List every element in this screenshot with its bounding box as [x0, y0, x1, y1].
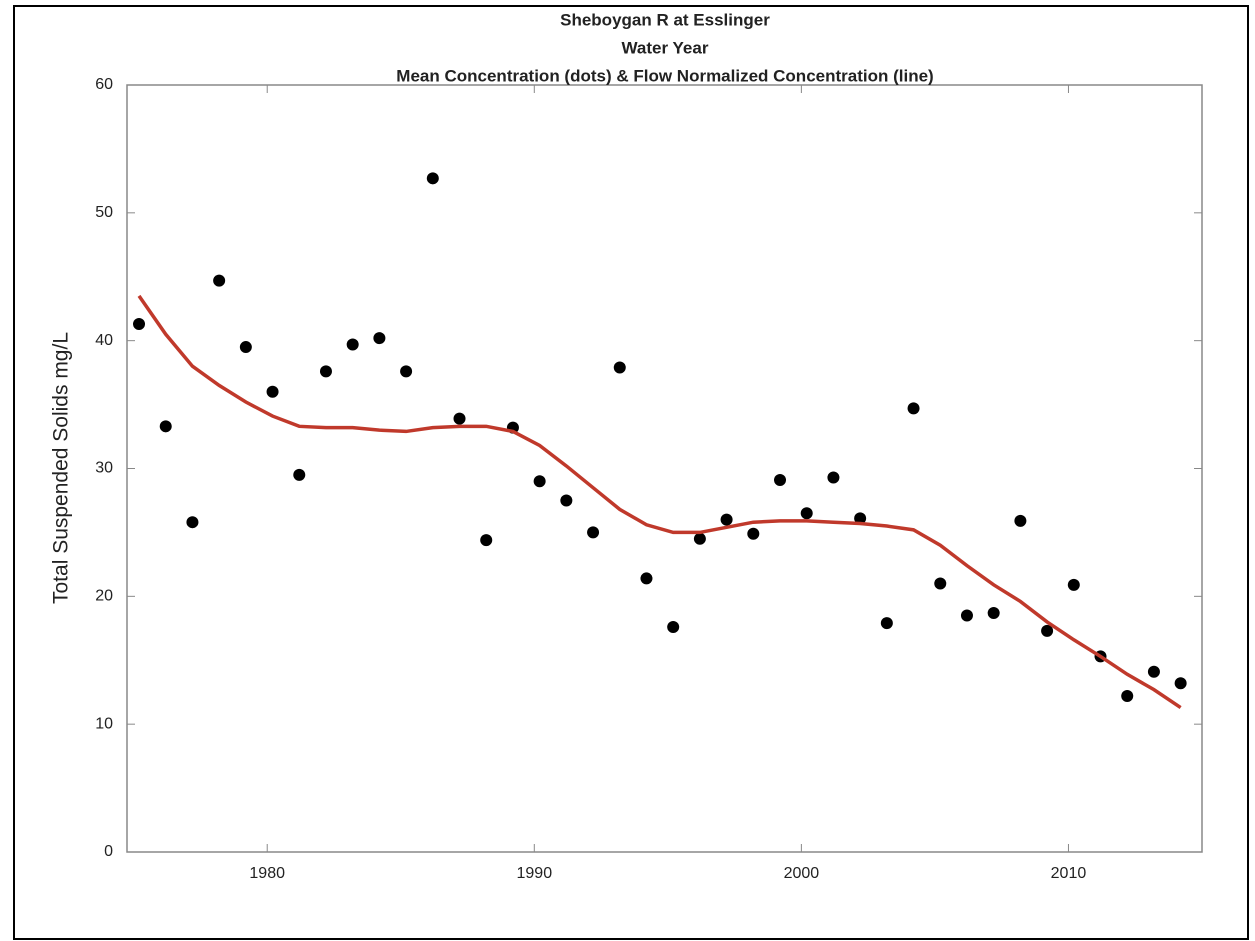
data-point	[1041, 624, 1054, 637]
x-tick-label: 2010	[1051, 865, 1087, 882]
data-point	[907, 402, 920, 415]
data-point	[213, 274, 226, 287]
y-tick-label: 60	[95, 76, 113, 93]
data-point	[720, 513, 733, 526]
trend-line	[137, 294, 1182, 710]
data-point	[426, 172, 439, 185]
x-tick-label: 2000	[784, 865, 820, 882]
data-point	[373, 332, 386, 345]
data-point	[587, 526, 600, 539]
frame	[13, 5, 1249, 940]
data-point	[1147, 665, 1160, 678]
y-tick-label: 30	[95, 460, 113, 477]
data-point	[1121, 690, 1134, 703]
data-point	[800, 507, 813, 520]
data-point	[1174, 677, 1187, 690]
data-point	[934, 577, 947, 590]
y-tick-label: 10	[95, 715, 113, 732]
y-tick-label: 50	[95, 204, 113, 221]
data-point	[987, 606, 1000, 619]
data-point	[667, 621, 680, 634]
data-point	[480, 534, 493, 547]
data-point	[747, 527, 760, 540]
data-point	[319, 365, 332, 378]
y-tick-label: 0	[104, 843, 113, 860]
y-tick-label: 40	[95, 332, 113, 349]
x-tick-label: 1980	[249, 865, 285, 882]
y-axis-label: Total Suspended Solids mg/L	[50, 332, 73, 604]
data-point	[533, 475, 546, 488]
data-point	[133, 318, 146, 331]
chart-title: Sheboygan R at Esslinger	[560, 10, 770, 29]
data-point	[854, 512, 867, 525]
data-point	[400, 365, 413, 378]
data-point	[640, 572, 653, 585]
data-point	[453, 412, 466, 425]
data-point	[613, 361, 626, 374]
data-point	[159, 420, 172, 433]
data-point	[346, 338, 359, 351]
data-point	[1067, 578, 1080, 591]
data-point	[693, 532, 706, 545]
data-point	[293, 468, 306, 481]
data-point	[827, 471, 840, 484]
data-point	[880, 617, 893, 630]
data-point	[960, 609, 973, 622]
data-point	[1014, 514, 1027, 527]
y-tick-label: 20	[95, 588, 113, 605]
data-point	[560, 494, 573, 507]
data-point	[266, 385, 279, 398]
chart-subtitle: Mean Concentration (dots) & Flow Normali…	[396, 66, 933, 85]
data-point	[239, 341, 252, 354]
chart-subtitle: Water Year	[622, 38, 709, 57]
data-point	[774, 474, 787, 487]
x-tick-label: 1990	[517, 865, 553, 882]
data-point	[186, 516, 199, 529]
